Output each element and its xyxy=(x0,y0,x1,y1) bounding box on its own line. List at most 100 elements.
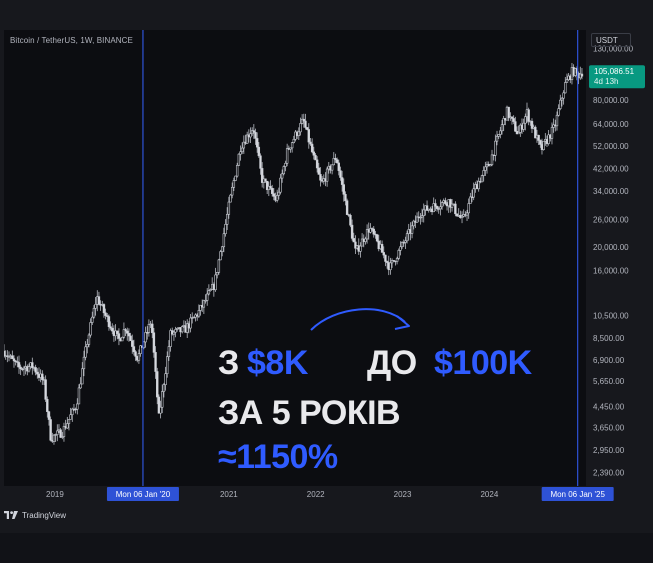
candle-body xyxy=(434,203,437,207)
candle-body xyxy=(342,184,345,195)
candle xyxy=(497,133,500,140)
candle xyxy=(56,424,59,442)
candle xyxy=(365,224,369,244)
candle xyxy=(279,173,282,195)
candle xyxy=(435,205,439,212)
candle xyxy=(542,140,545,151)
candle-body xyxy=(12,358,16,362)
candle xyxy=(220,246,224,257)
candle-body xyxy=(435,206,439,209)
candle-body xyxy=(16,361,19,363)
candle-body xyxy=(166,356,169,375)
candle-body xyxy=(425,205,429,211)
candle-body xyxy=(395,258,399,262)
candle xyxy=(134,350,137,361)
caption-from: З xyxy=(218,344,239,382)
candle-body xyxy=(204,300,207,302)
candle-body xyxy=(450,203,454,208)
candle xyxy=(71,407,74,422)
candle xyxy=(129,332,132,342)
candle-body xyxy=(557,108,560,116)
candle-body xyxy=(499,130,502,135)
candle-body xyxy=(389,262,392,271)
candle xyxy=(562,90,565,105)
candle-body xyxy=(152,332,156,353)
candle-body xyxy=(559,99,562,109)
candle xyxy=(440,201,444,210)
candle xyxy=(260,162,264,188)
candle xyxy=(412,219,415,230)
candle xyxy=(275,189,279,203)
candle xyxy=(410,221,414,239)
candle xyxy=(235,162,239,178)
candle xyxy=(69,407,72,420)
candle xyxy=(77,384,81,405)
candle-body xyxy=(109,326,112,329)
candle xyxy=(31,357,34,375)
candle-body xyxy=(224,224,227,235)
candle-body xyxy=(527,109,530,122)
candle xyxy=(350,219,354,241)
candle xyxy=(204,294,207,304)
candle-body xyxy=(495,136,499,142)
candle xyxy=(375,233,379,243)
candle xyxy=(557,104,560,117)
candle-body xyxy=(66,423,69,429)
candle xyxy=(547,129,550,146)
candle-body xyxy=(460,216,464,219)
candle-body xyxy=(151,323,154,334)
candle-body xyxy=(102,304,106,314)
candle-body xyxy=(147,324,151,333)
candle xyxy=(19,364,22,376)
candle xyxy=(232,177,236,191)
candle xyxy=(225,207,229,231)
candle-body xyxy=(410,225,414,234)
candle-body xyxy=(240,147,244,153)
candle-body xyxy=(560,97,564,101)
candle-body xyxy=(454,203,457,215)
candle xyxy=(227,196,231,219)
candle-body xyxy=(494,140,497,156)
candle-body xyxy=(111,327,114,332)
candle xyxy=(335,157,339,164)
candle-body xyxy=(127,333,131,337)
candle-body xyxy=(79,383,82,389)
candle-body xyxy=(202,300,206,308)
candle xyxy=(307,123,311,149)
candle xyxy=(92,305,96,319)
candle-body xyxy=(126,330,129,334)
currency-selector[interactable]: USDT xyxy=(591,33,631,47)
candle-body xyxy=(17,362,21,368)
candle-body xyxy=(220,246,224,252)
candle-body xyxy=(139,345,142,354)
candle-body xyxy=(439,206,442,210)
candle-body xyxy=(384,254,387,262)
candle xyxy=(234,175,237,182)
candle xyxy=(12,355,16,368)
candle xyxy=(564,76,567,94)
candle xyxy=(305,127,309,131)
chart-plot-area[interactable] xyxy=(4,30,586,486)
candle-body xyxy=(444,200,447,204)
candle xyxy=(215,272,219,279)
candle xyxy=(52,434,56,445)
tradingview-logo[interactable]: TradingView xyxy=(4,511,66,520)
candle-body xyxy=(197,310,201,317)
candle-body xyxy=(265,180,269,191)
candle xyxy=(104,308,107,320)
candle-body xyxy=(164,373,167,385)
candle-body xyxy=(315,159,319,169)
candle-body xyxy=(467,203,470,214)
candle xyxy=(91,311,94,325)
candle xyxy=(224,219,227,237)
candle xyxy=(404,236,407,249)
candle-body xyxy=(282,166,286,175)
candle-body xyxy=(146,332,149,334)
candle xyxy=(270,184,274,197)
candle-body xyxy=(330,164,334,171)
candle-body xyxy=(189,317,192,329)
candle xyxy=(189,313,192,333)
candle xyxy=(399,241,402,256)
candle xyxy=(81,362,84,385)
candle-body xyxy=(365,229,369,240)
